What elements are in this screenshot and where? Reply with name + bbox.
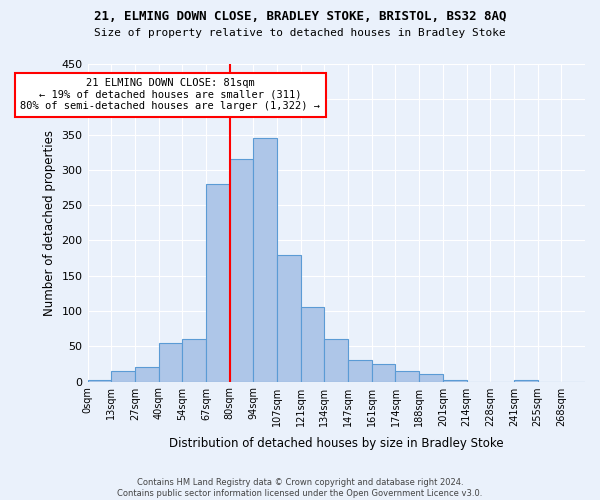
Bar <box>372 364 395 382</box>
Bar <box>158 342 182 382</box>
Bar <box>277 254 301 382</box>
Bar <box>253 138 277 382</box>
Text: 21 ELMING DOWN CLOSE: 81sqm
← 19% of detached houses are smaller (311)
80% of se: 21 ELMING DOWN CLOSE: 81sqm ← 19% of det… <box>20 78 320 112</box>
Bar <box>135 368 158 382</box>
Bar <box>88 380 111 382</box>
Bar <box>395 371 419 382</box>
Y-axis label: Number of detached properties: Number of detached properties <box>43 130 56 316</box>
Bar <box>443 380 467 382</box>
Text: Contains HM Land Registry data © Crown copyright and database right 2024.
Contai: Contains HM Land Registry data © Crown c… <box>118 478 482 498</box>
Bar <box>419 374 443 382</box>
Bar <box>348 360 372 382</box>
Bar <box>182 339 206 382</box>
Text: Size of property relative to detached houses in Bradley Stoke: Size of property relative to detached ho… <box>94 28 506 38</box>
Text: 21, ELMING DOWN CLOSE, BRADLEY STOKE, BRISTOL, BS32 8AQ: 21, ELMING DOWN CLOSE, BRADLEY STOKE, BR… <box>94 10 506 23</box>
Bar <box>325 339 348 382</box>
Bar <box>230 160 253 382</box>
Bar <box>111 371 135 382</box>
Bar <box>301 308 325 382</box>
Bar <box>514 380 538 382</box>
X-axis label: Distribution of detached houses by size in Bradley Stoke: Distribution of detached houses by size … <box>169 437 503 450</box>
Bar <box>206 184 230 382</box>
